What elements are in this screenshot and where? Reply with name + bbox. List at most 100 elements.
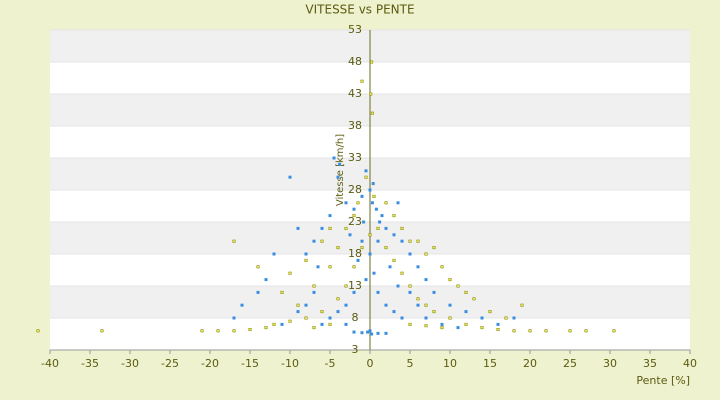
point	[384, 331, 388, 335]
point	[312, 239, 316, 243]
point	[332, 156, 336, 160]
y-tick-label: 23	[348, 215, 362, 228]
point	[272, 252, 276, 256]
point	[432, 246, 436, 250]
point	[352, 265, 356, 269]
point	[612, 329, 616, 333]
point	[360, 194, 364, 198]
point	[366, 330, 370, 334]
point	[440, 326, 444, 330]
point	[392, 233, 396, 237]
point	[264, 326, 268, 330]
point	[316, 265, 320, 269]
point	[256, 290, 260, 294]
point	[396, 201, 400, 205]
point	[392, 310, 396, 314]
point	[416, 297, 420, 301]
point	[372, 271, 376, 275]
point	[232, 239, 236, 243]
x-tick-label: 30	[603, 357, 617, 370]
point	[472, 297, 476, 301]
point	[296, 226, 300, 230]
point	[528, 329, 532, 333]
y-tick-label: 3	[352, 343, 359, 356]
point	[356, 258, 360, 262]
x-tick-label: 20	[523, 357, 537, 370]
point	[376, 290, 380, 294]
x-axis-title: Pente [%]	[636, 374, 690, 387]
point	[336, 297, 340, 301]
point	[296, 310, 300, 314]
point	[384, 201, 388, 205]
point	[232, 329, 236, 333]
point	[368, 188, 372, 192]
point	[344, 322, 348, 326]
point	[280, 322, 284, 326]
y-tick-label: 48	[348, 55, 362, 68]
point	[304, 252, 308, 256]
point	[272, 322, 276, 326]
point	[328, 226, 332, 230]
point	[296, 303, 300, 307]
point	[200, 329, 204, 333]
point	[360, 79, 364, 83]
y-tick-label: 13	[348, 279, 362, 292]
point	[376, 331, 380, 335]
x-tick-label: 35	[643, 357, 657, 370]
point	[320, 239, 324, 243]
point	[248, 328, 252, 332]
point	[408, 239, 412, 243]
point	[408, 252, 412, 256]
point	[328, 265, 332, 269]
point	[374, 207, 378, 211]
point	[336, 246, 340, 250]
point	[480, 316, 484, 320]
x-tick-label: -30	[121, 357, 139, 370]
point	[364, 278, 368, 282]
point	[380, 214, 384, 218]
point	[370, 201, 374, 205]
y-tick-label: 43	[348, 87, 362, 100]
x-tick-label: -20	[201, 357, 219, 370]
point	[352, 330, 356, 334]
point	[344, 303, 348, 307]
point	[312, 290, 316, 294]
y-tick-label: 18	[348, 247, 362, 260]
point	[216, 329, 220, 333]
point	[416, 265, 420, 269]
point	[264, 278, 268, 282]
point	[432, 310, 436, 314]
point	[328, 316, 332, 320]
point	[304, 316, 308, 320]
y-tick-label: 33	[348, 151, 362, 164]
point	[344, 226, 348, 230]
point	[304, 258, 308, 262]
point	[384, 303, 388, 307]
point	[312, 284, 316, 288]
point	[344, 201, 348, 205]
point	[352, 290, 356, 294]
point	[372, 194, 376, 198]
y-axis-title: Vitesse [km/h]	[335, 134, 346, 206]
point	[392, 258, 396, 262]
x-tick-label: 40	[683, 357, 697, 370]
point	[424, 316, 428, 320]
y-tick-label: 8	[352, 311, 359, 324]
point	[328, 214, 332, 218]
x-tick-label: -25	[161, 357, 179, 370]
point	[440, 265, 444, 269]
point	[370, 111, 374, 115]
point	[544, 329, 548, 333]
point	[320, 322, 324, 326]
point	[356, 201, 360, 205]
x-tick-label: -10	[281, 357, 299, 370]
point	[371, 182, 375, 186]
point	[320, 310, 324, 314]
x-tick-label: -35	[81, 357, 99, 370]
point	[512, 316, 516, 320]
x-tick-label: -40	[41, 357, 59, 370]
point	[384, 246, 388, 250]
point	[568, 329, 572, 333]
point	[288, 271, 292, 275]
